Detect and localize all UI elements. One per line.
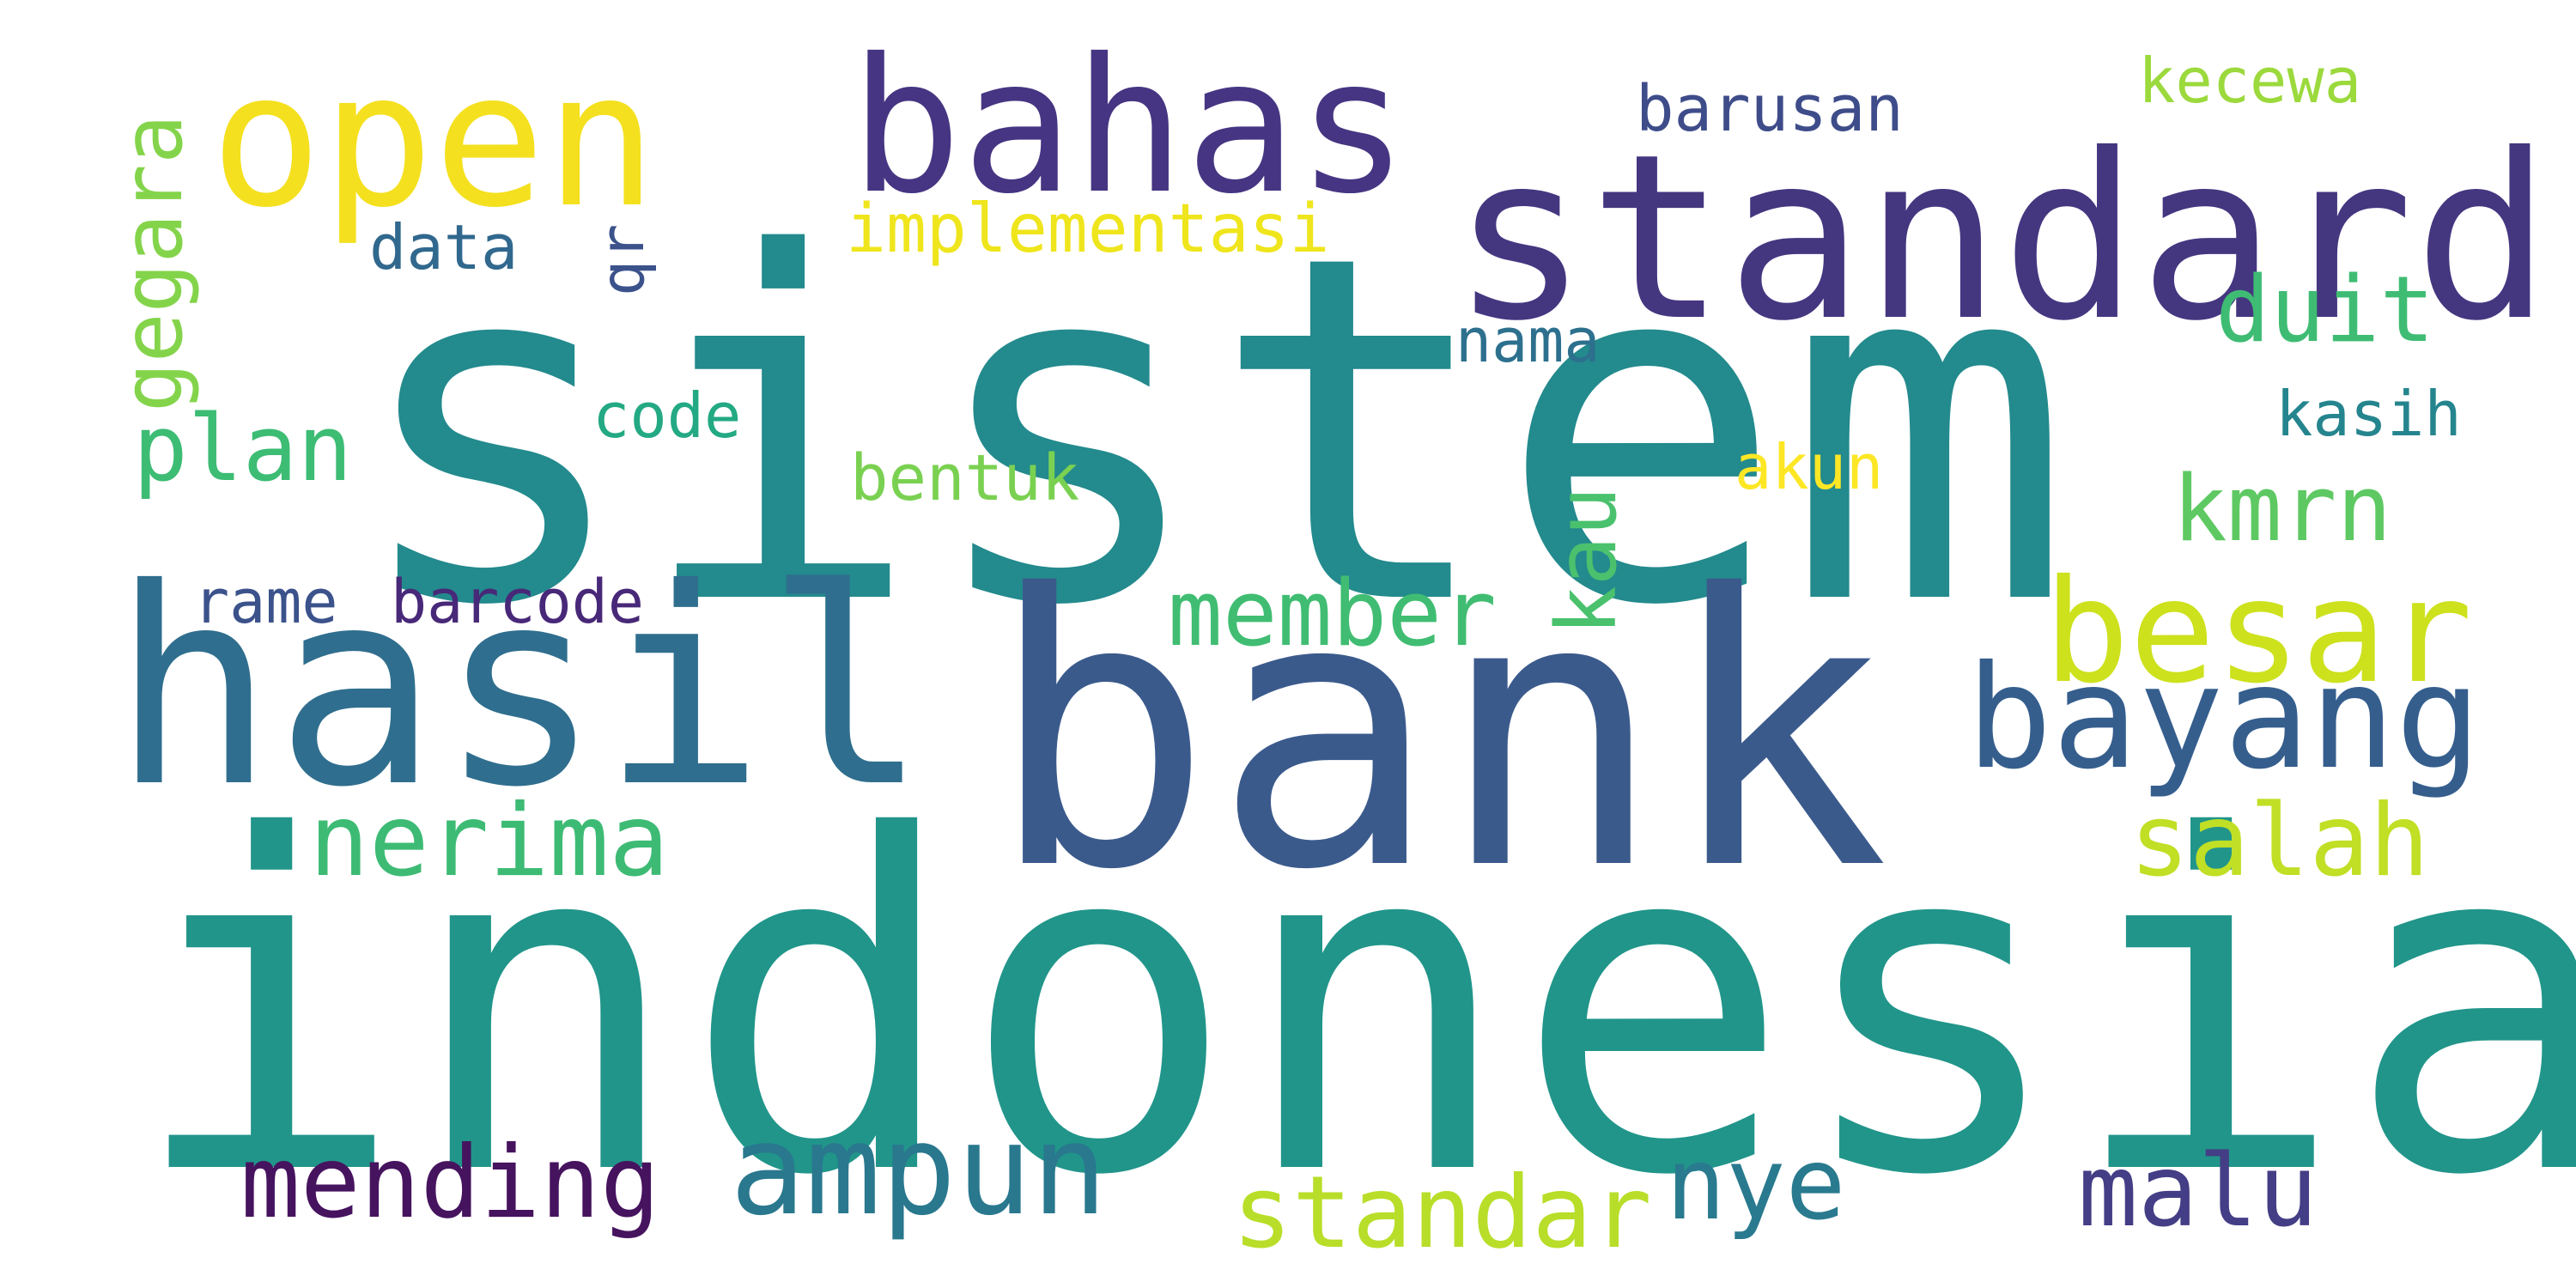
word-nerima: nerima [309, 783, 670, 899]
word-bentuk: bentuk [850, 441, 1080, 515]
word-hasil: hasil [112, 531, 929, 847]
word-member: member [1168, 561, 1497, 666]
word-mending: mending [240, 1125, 660, 1241]
word-indonesia: indonesia [129, 740, 2576, 1276]
word-nama: nama [1455, 306, 1601, 376]
word-barusan: barusan [1636, 72, 1904, 146]
word-duit: duit [2215, 257, 2435, 362]
word-qr: qr [587, 223, 658, 296]
word-barcode: barcode [391, 567, 645, 637]
word-salah: salah [2129, 783, 2430, 899]
word-nye: nye [1666, 1127, 1846, 1242]
word-code: code [592, 380, 742, 452]
word-kecewa: kecewa [2138, 45, 2362, 117]
word-plan: plan [133, 396, 353, 501]
word-gegara: gegara [105, 114, 201, 412]
word-malu: malu [2078, 1133, 2318, 1249]
word-data: data [369, 211, 519, 283]
word-standar: standar [1232, 1155, 1652, 1271]
word-bayang: bayang [1966, 635, 2482, 801]
word-bahas: bahas [850, 19, 1409, 234]
word-sistem: sistem [348, 155, 2073, 710]
word-kau: kau [1539, 486, 1635, 635]
word-bank: bank [987, 515, 1889, 951]
word-ampun: ampun [730, 1097, 1108, 1243]
word-besar: besar [2044, 550, 2473, 715]
word-kasih: kasih [2275, 378, 2462, 450]
word-kmrn: kmrn [2172, 456, 2392, 562]
word-open: open [210, 33, 658, 248]
word-standard: standard [1451, 105, 2552, 371]
word-akun: akun [1735, 431, 1884, 503]
word-implementasi: implementasi [846, 191, 1330, 268]
word-rame: rame [193, 567, 338, 637]
